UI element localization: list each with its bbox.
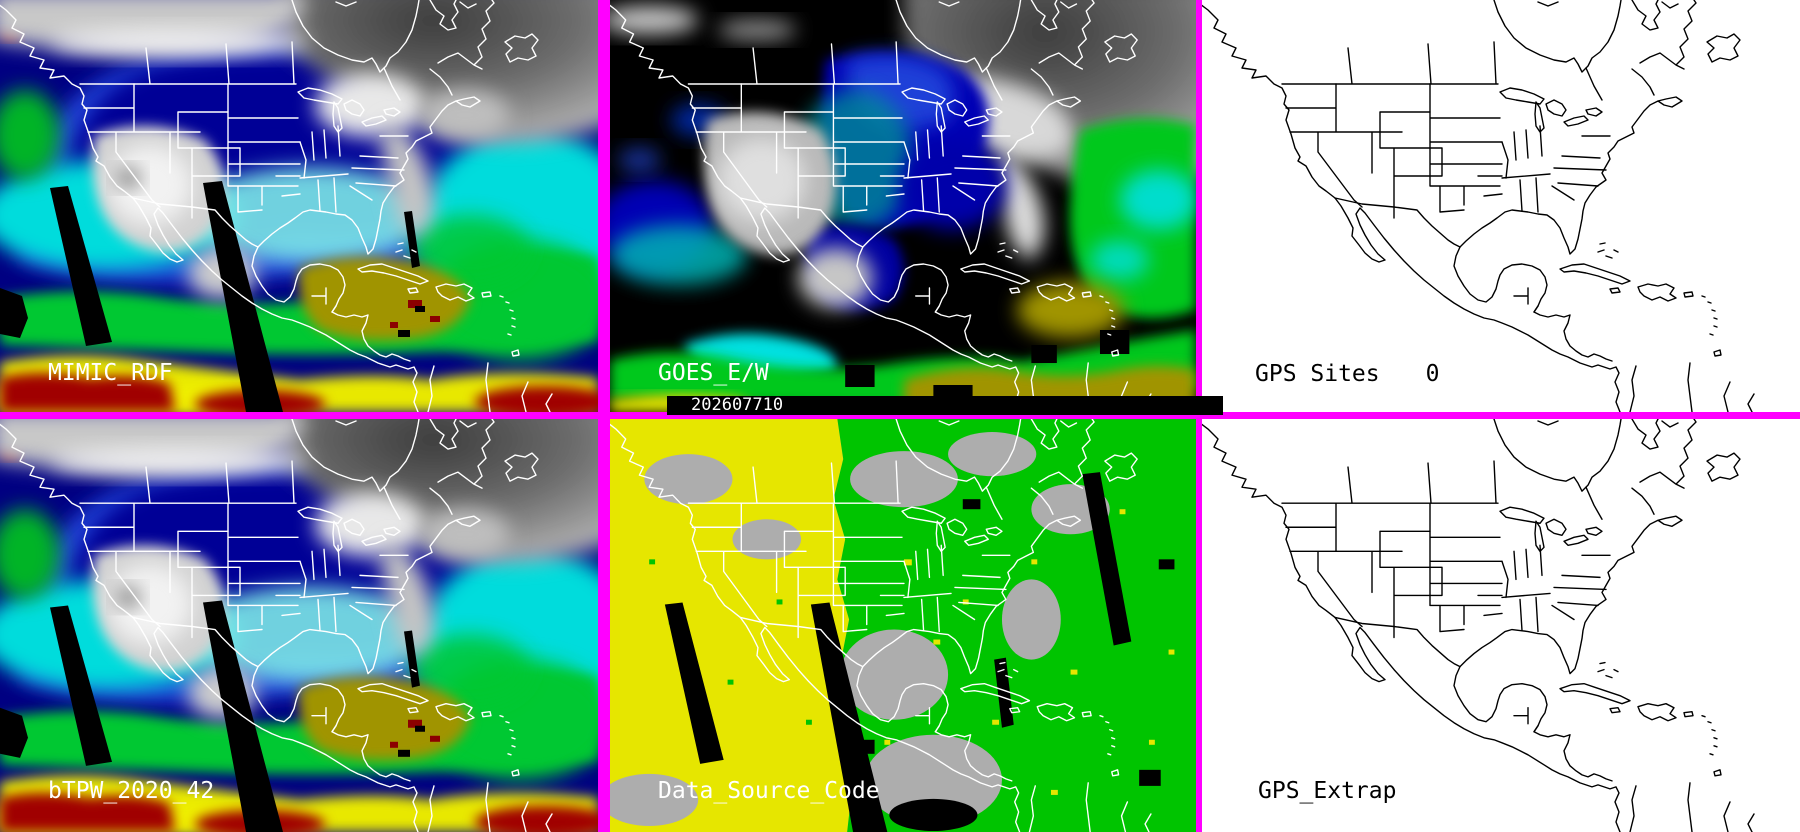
panel-mimic-rdf: MIMIC_RDF <box>0 0 598 412</box>
mimic-rdf-label: MIMIC_RDF <box>48 360 173 386</box>
panel-data-source-code: Data_Source_Code <box>610 419 1196 832</box>
gps-sites-count: 0 <box>1425 361 1440 387</box>
data-source-code-label: Data_Source_Code <box>658 778 880 804</box>
gps-sites-label-row: GPS Sites 0 <box>1255 362 1439 386</box>
mimic-rdf-map-image <box>0 0 598 412</box>
gps-extrap-label: GPS_Extrap <box>1258 778 1397 804</box>
gps-sites-map-image <box>1202 0 1755 412</box>
timestamp-text: 202607710 <box>691 395 784 415</box>
panel-btpw: bTPW_2020_42 <box>0 419 598 832</box>
horizontal-divider <box>0 412 1800 419</box>
goes-ew-map-image <box>610 0 1196 412</box>
timestamp-bar: 202607710 <box>667 396 1223 415</box>
gps-extrap-map-image <box>1202 419 1755 832</box>
btpw-label: bTPW_2020_42 <box>48 778 215 804</box>
goes-ew-label: GOES_E/W <box>658 360 769 386</box>
panel-gps-sites: GPS Sites 0 <box>1202 0 1800 412</box>
panel-gps-extrap: GPS_Extrap <box>1202 419 1800 832</box>
panel-goes-ew: GOES_E/W <box>610 0 1196 412</box>
data-source-code-map-image <box>610 419 1196 832</box>
btpw-map-image <box>0 419 598 832</box>
gps-sites-label: GPS Sites <box>1255 361 1380 387</box>
